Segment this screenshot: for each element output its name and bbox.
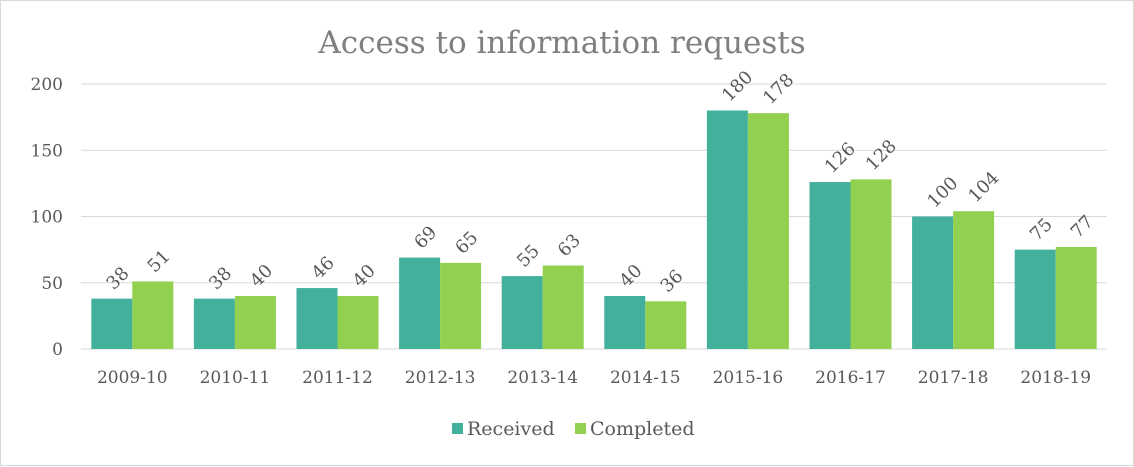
data-label: 69 <box>410 222 441 253</box>
bar-received-2012-13 <box>399 257 441 349</box>
data-label: 104 <box>964 168 1003 207</box>
data-label: 38 <box>102 263 133 294</box>
y-tick-label: 0 <box>52 340 63 360</box>
bar-completed-2012-13 <box>440 262 482 349</box>
bar-received-2018-19 <box>1014 249 1056 349</box>
legend-swatch-received <box>452 423 463 434</box>
data-label: 126 <box>821 138 860 177</box>
x-tick-label: 2018-19 <box>1020 368 1091 388</box>
data-label: 40 <box>615 260 646 291</box>
x-tick-label: 2016-17 <box>815 368 886 388</box>
data-label: 128 <box>862 136 901 175</box>
x-tick-label: 2010-11 <box>200 368 271 388</box>
bar-completed-2013-14 <box>542 265 584 349</box>
data-label: 180 <box>718 67 757 106</box>
data-label: 51 <box>143 246 174 277</box>
y-tick-label: 150 <box>31 141 63 161</box>
bars <box>91 110 1097 350</box>
bar-completed-2015-16 <box>747 113 789 350</box>
bar-completed-2009-10 <box>132 281 174 349</box>
bar-completed-2010-11 <box>234 296 276 349</box>
legend-label-completed: Completed <box>590 418 695 440</box>
data-label: 65 <box>451 227 482 258</box>
legend: Received Completed <box>452 418 695 440</box>
data-label: 178 <box>759 70 798 109</box>
bar-completed-2014-15 <box>645 301 687 349</box>
data-label: 55 <box>513 241 544 272</box>
y-tick-label: 100 <box>31 208 63 228</box>
bar-received-2015-16 <box>706 110 748 349</box>
x-tick-label: 2011-12 <box>302 368 373 388</box>
chart-title: Access to information requests <box>317 25 805 61</box>
bar-completed-2011-12 <box>337 296 379 349</box>
x-axis-ticks: 2009-10 2010-11 2011-12 2012-13 2013-14 2014-… <box>97 368 1091 388</box>
bar-received-2010-11 <box>193 298 235 349</box>
data-label: 75 <box>1026 214 1057 245</box>
x-tick-label: 2015-16 <box>713 368 784 388</box>
bar-received-2013-14 <box>501 276 543 349</box>
data-label: 63 <box>554 230 585 261</box>
data-label: 38 <box>205 263 236 294</box>
bar-received-2011-12 <box>296 288 338 349</box>
bar-received-2017-18 <box>912 216 954 349</box>
bar-completed-2017-18 <box>953 211 995 349</box>
data-label: 40 <box>349 260 380 291</box>
legend-swatch-completed <box>575 423 586 434</box>
legend-label-received: Received <box>467 418 555 440</box>
x-tick-label: 2014-15 <box>610 368 681 388</box>
bar-completed-2016-17 <box>850 179 892 349</box>
y-tick-label: 50 <box>41 274 63 294</box>
data-label: 40 <box>246 260 277 291</box>
data-label: 100 <box>923 173 962 212</box>
data-label: 36 <box>656 266 687 297</box>
x-tick-label: 2012-13 <box>405 368 476 388</box>
y-tick-label: 200 <box>31 75 63 95</box>
x-tick-label: 2013-14 <box>507 368 578 388</box>
data-label: 46 <box>308 253 339 284</box>
bar-received-2009-10 <box>91 298 133 349</box>
y-axis-ticks: 0 50 100 150 200 <box>31 75 63 360</box>
bar-completed-2018-19 <box>1055 246 1097 349</box>
x-tick-label: 2009-10 <box>97 368 168 388</box>
bar-received-2016-17 <box>809 182 851 349</box>
x-tick-label: 2017-18 <box>918 368 989 388</box>
bar-received-2014-15 <box>604 296 646 349</box>
